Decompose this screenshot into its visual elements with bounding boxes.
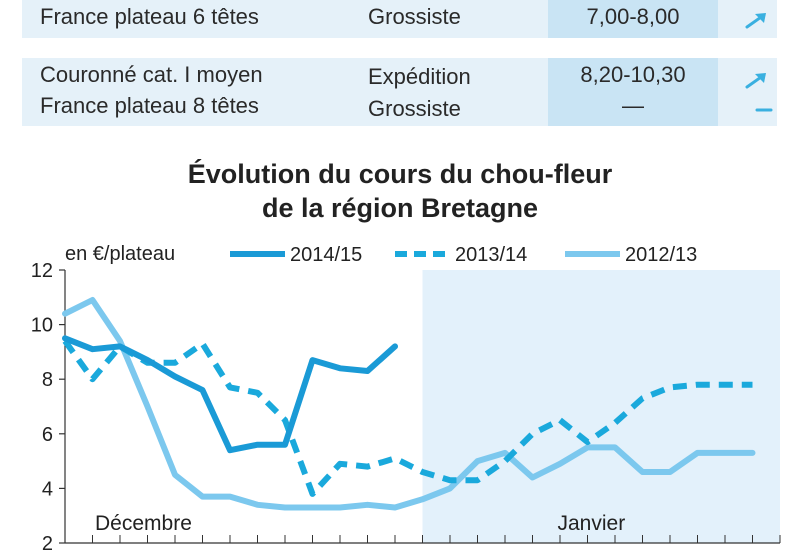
series-line-2012-13 [62,297,756,511]
janvier-background-band [422,270,780,543]
chart-title-line-1: Évolution du cours du chou-fleur [187,159,613,189]
trend-up-arrow-icon [745,13,766,29]
price-cell: 8,20-10,30 [580,62,686,87]
y-tick-label: 12 [31,260,53,282]
price-cell: 7,00-8,00 [586,4,680,29]
product-cell: France plateau 6 têtes [40,4,259,29]
market-cell: Expédition [368,64,471,89]
market-cell: Grossiste [368,96,461,121]
price-cell: — [622,93,644,118]
trend-flat-icon [755,108,773,112]
y-tick-label: 8 [42,369,53,391]
legend-label-2014-15: 2014/15 [290,244,362,266]
y-tick-label: 4 [42,478,53,500]
legend-label-2013-14: 2013/14 [455,244,527,266]
period-label-janvier: Janvier [558,512,626,535]
price-column-band-2 [548,58,718,126]
y-tick-label: 2 [42,533,53,550]
price-table: France plateau 6 têtes Grossiste 7,00-8,… [0,0,800,128]
period-label-decembre: Décembre [95,512,192,535]
y-tick-label: 10 [31,315,53,337]
product-cell: Couronné cat. I moyen [40,62,263,87]
series-line-2013-14 [62,339,753,497]
market-cell: Grossiste [368,4,461,29]
chart-canvas: 2 4 6 8 10 12 2014/15 2013/14 2012/13 Décembre J… [31,243,781,550]
series-line-2014-15 [62,335,398,454]
price-column-band-1 [548,0,718,38]
legend-label-2012-13: 2012/13 [625,244,697,266]
unit-label: en €/plateau [65,243,175,265]
y-tick-label: 6 [42,424,53,446]
chart-title-line-2: de la région Bretagne [261,193,539,223]
trend-up-arrow-icon [745,73,766,89]
price-chart: Évolution du cours du chou-fleur de la r… [0,150,800,550]
product-cell: France plateau 8 têtes [40,93,259,118]
